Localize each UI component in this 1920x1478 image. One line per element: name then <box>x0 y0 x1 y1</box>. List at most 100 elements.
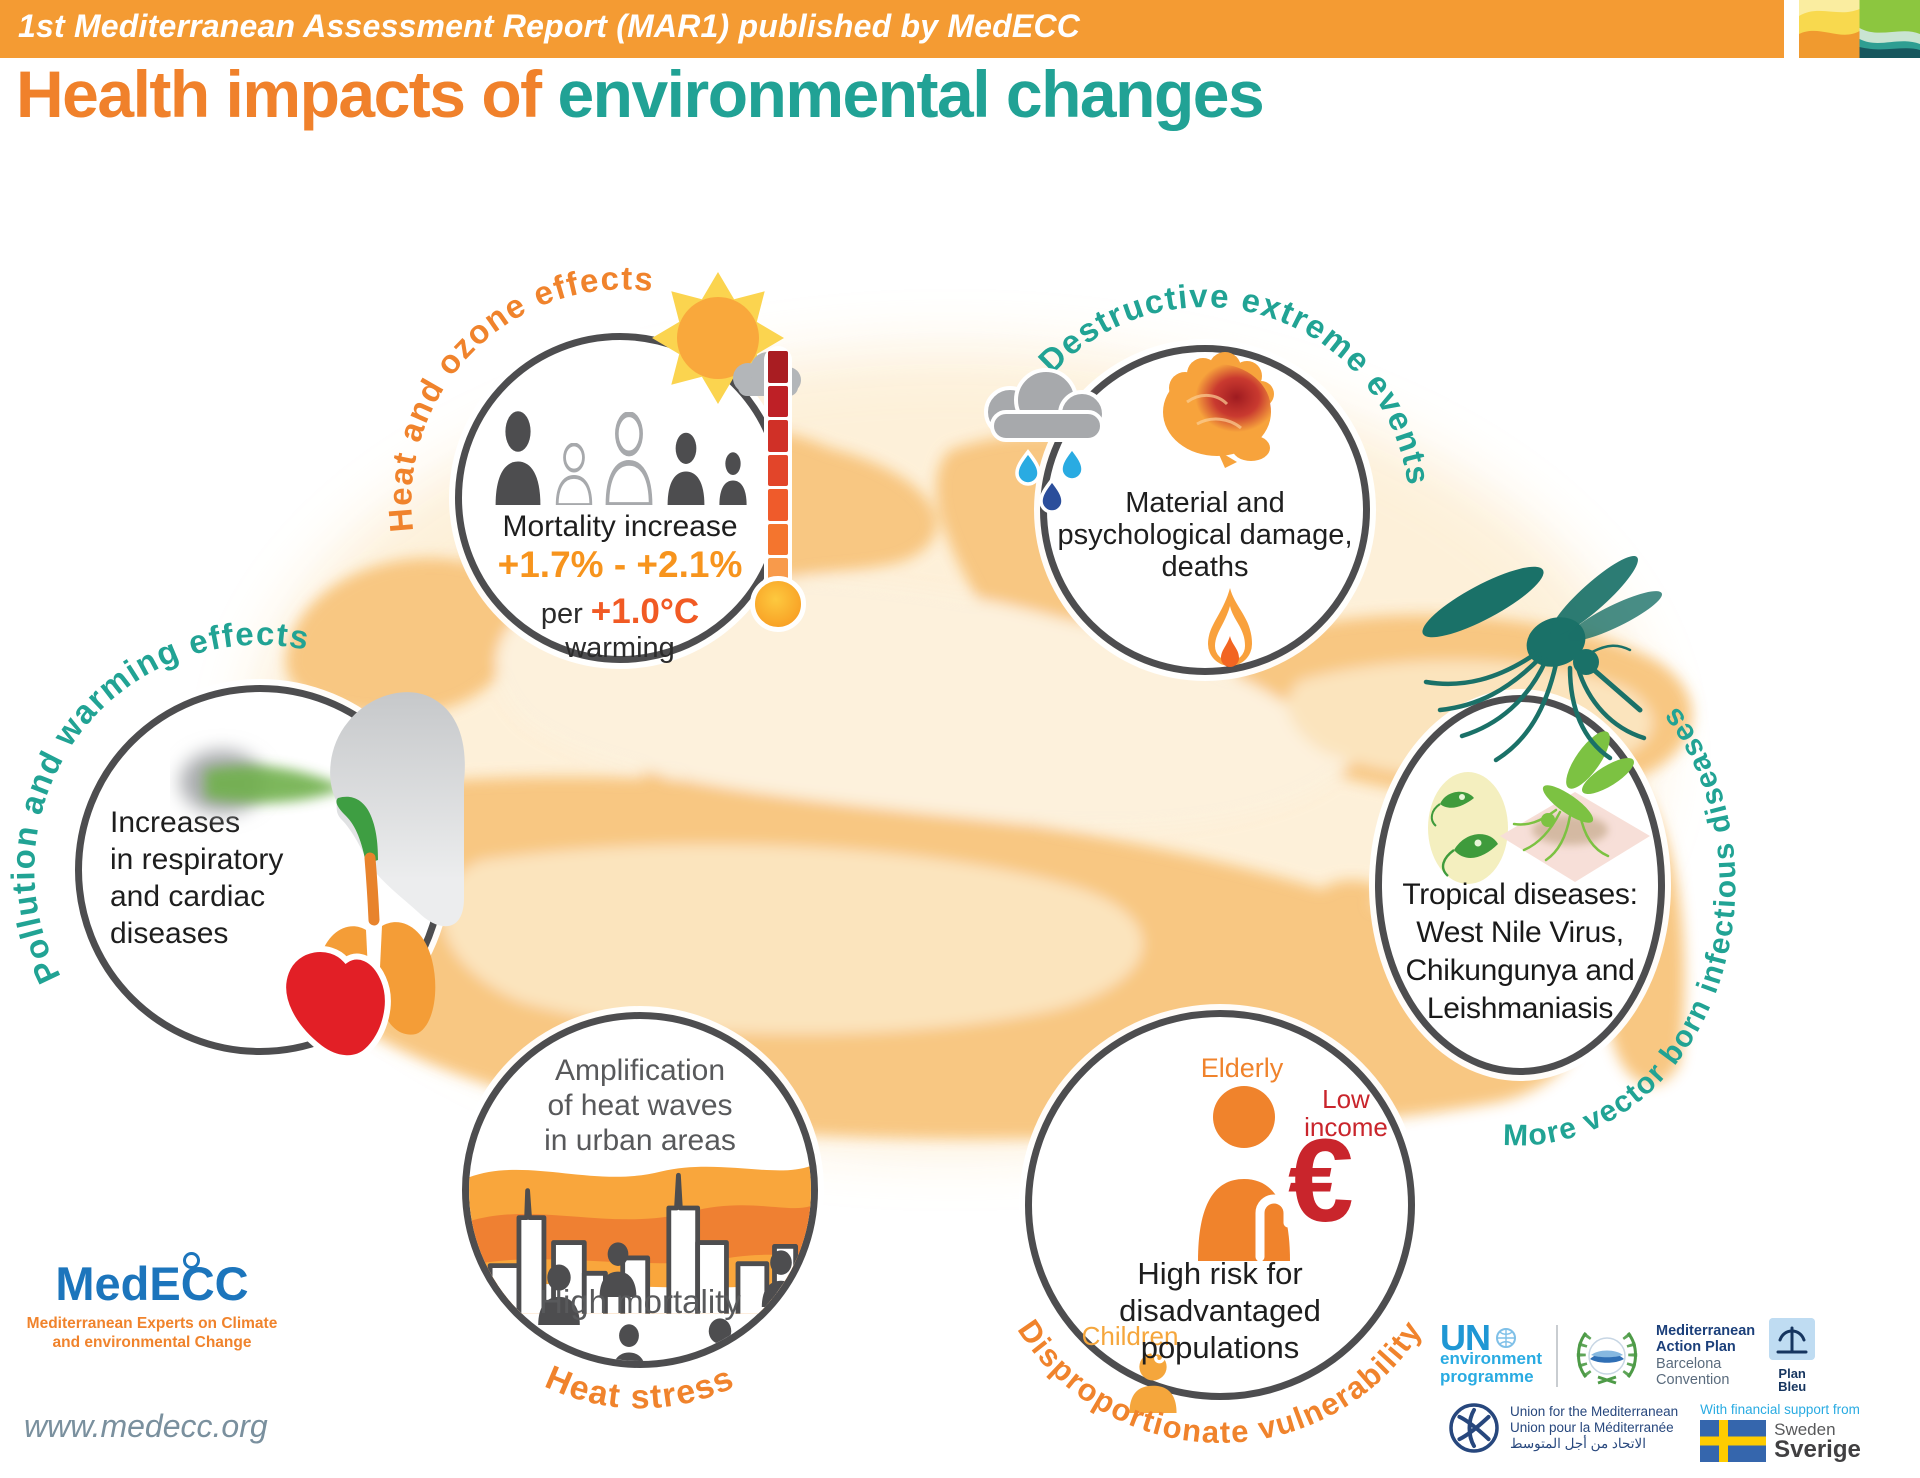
medecc-subtitle-2: and environmental Change <box>52 1334 252 1351</box>
person-dark-icon <box>716 451 750 505</box>
medecc-subtitle-1: Mediterranean Experts on Climate <box>26 1315 278 1332</box>
sweden-support-block: With financial support from Sweden Sveri… <box>1700 1402 1861 1462</box>
parasites-icon <box>1428 772 1508 884</box>
ufm-line-ar: الاتحاد من أجل المتوسط <box>1510 1436 1646 1451</box>
map-wreath-icon <box>1576 1331 1638 1384</box>
person-dark-icon <box>490 409 546 505</box>
medecc-wordmark: MedECC <box>55 1257 249 1310</box>
warming-text: warming <box>565 632 675 664</box>
heatwave-line-3: in urban areas <box>544 1124 736 1157</box>
rain-cloud-icon <box>984 368 1106 514</box>
brain-icon <box>1163 352 1274 468</box>
title-part-2: environmental changes <box>557 57 1264 131</box>
top-banner: 1st Mediterranean Assessment Report (MAR… <box>0 0 1784 58</box>
divider <box>1556 1324 1559 1387</box>
medecc-degree-icon <box>183 1252 200 1269</box>
elderly-label: Elderly <box>1200 1053 1284 1083</box>
thermometer-icon <box>750 346 806 638</box>
tropical-line-1: Tropical diseases: <box>1402 878 1638 911</box>
person-outline-icon <box>602 412 656 505</box>
person-outline-icon <box>553 443 595 505</box>
title-part-1: Health impacts of <box>16 57 558 131</box>
person-dark-icon <box>607 1323 651 1368</box>
map-line-2: Action Plan <box>1656 1339 1736 1355</box>
ufm-line-en: Union for the Mediterranean <box>1510 1404 1679 1419</box>
lungs-heart-breathing-icon <box>180 692 465 1062</box>
risk-line-3: populations <box>1140 1330 1300 1365</box>
plan-bleu-logo: Plan Bleu <box>1769 1318 1816 1394</box>
low-income-line-2: income <box>1304 1112 1388 1142</box>
pollution-line-3: and cardiac <box>110 880 266 913</box>
person-dark-icon <box>695 1317 745 1368</box>
tropical-line-3: Chikungunya and <box>1405 954 1635 987</box>
elderly-icon <box>1198 1086 1293 1261</box>
temp-stat: +1.0°C <box>590 592 700 631</box>
medecc-logo-block: MedECC Mediterranean Experts on Climate … <box>26 1252 278 1352</box>
vector-diseases-bubble: Tropical diseases: West Nile Virus, Chik… <box>1375 695 1665 1075</box>
euro-icon: € <box>1288 1115 1354 1247</box>
per-warming-text: per +1.0°C <box>462 592 778 632</box>
partner-logos-row-2: Union for the Mediterranean Union pour l… <box>1448 1402 1861 1462</box>
planbleu-line-1: Plan <box>1778 1366 1806 1381</box>
ufm-logo: Union for the Mediterranean Union pour l… <box>1448 1402 1678 1454</box>
head-profile <box>330 692 465 927</box>
ufm-line-fr: Union pour la Méditerranée <box>1510 1420 1674 1435</box>
tropical-line-2: West Nile Virus, <box>1416 916 1624 949</box>
map-line-4: Convention <box>1656 1372 1730 1388</box>
un-env-line-2: programme <box>1440 1366 1534 1386</box>
damage-line-3: deaths <box>1161 551 1249 583</box>
child-icon <box>1129 1351 1177 1413</box>
mosquito-icon <box>1422 556 1662 763</box>
vulnerability-bubble: Elderly Children Low income € High risk … <box>1025 1010 1415 1413</box>
throat <box>336 796 378 864</box>
ufm-emblem-icon <box>1449 1403 1499 1453</box>
polluted-air-stream <box>205 765 346 803</box>
heart-icon <box>280 945 391 1062</box>
sweden-name-sv: Sverige <box>1774 1436 1861 1463</box>
report-banner-text: 1st Mediterranean Assessment Report (MAR… <box>18 8 1081 44</box>
pollution-line-2: in respiratory <box>110 843 284 876</box>
pollution-line-4: diseases <box>110 917 229 950</box>
ufm-text: Union for the Mediterranean Union pour l… <box>1510 1404 1678 1452</box>
sweden-name-en: Sweden <box>1774 1420 1836 1439</box>
un-environment-logo: UN environment programme <box>1440 1316 1543 1386</box>
map-line-3: Barcelona <box>1656 1355 1722 1372</box>
low-income-line-1: Low <box>1322 1084 1370 1114</box>
per-text: per <box>540 598 591 630</box>
high-risk-text: High risk for disadvantaged populations <box>1032 1255 1408 1366</box>
page-title: Health impacts of environmental changes <box>16 56 1265 132</box>
un-emblem-icon <box>1496 1327 1516 1348</box>
risk-line-1: High risk for <box>1137 1256 1303 1291</box>
medecc-url-link[interactable]: www.medecc.org <box>24 1408 268 1444</box>
medecc-subtitle: Mediterranean Experts on Climate and env… <box>26 1314 278 1352</box>
respiratory-text: Increases in respiratory and cardiac dis… <box>110 804 283 952</box>
high-mortality-text: High mortality <box>539 1283 741 1320</box>
partner-logos-row-1: UN environment programme <box>1440 1316 1816 1394</box>
heat-stress-bubble: Amplification of heat waves in urban are… <box>462 1012 818 1368</box>
damage-line-2: psychological damage, <box>1057 519 1353 551</box>
un-wordmark: UN <box>1440 1316 1491 1358</box>
heatwave-line-1: Amplification <box>554 1054 726 1087</box>
planbleu-line-2: Bleu <box>1778 1379 1807 1394</box>
plan-bleu-icon <box>1769 1318 1816 1360</box>
fire-icon <box>1208 588 1252 667</box>
heat-ozone-bubble: Mortality increase +1.7% - +2.1% per +1.… <box>455 333 785 664</box>
damage-line-1: Material and <box>1125 487 1285 519</box>
tropical-line-4: Leishmaniasis <box>1426 992 1614 1025</box>
lung-right <box>379 922 436 1035</box>
mortality-stat: +1.7% - +2.1% <box>497 544 743 585</box>
heatwave-line-2: of heat waves <box>547 1089 733 1122</box>
risk-line-2: disadvantaged <box>1119 1293 1321 1328</box>
children-label: Children <box>1081 1321 1179 1351</box>
medec-waves-logo <box>1799 0 1920 58</box>
person-dark-icon <box>663 431 709 505</box>
mediterranean-action-plan-text: Mediterranean Action Plan Barcelona Conv… <box>1656 1323 1755 1389</box>
sweden-flag-icon <box>1700 1420 1767 1462</box>
medecc-logo: MedECC <box>26 1252 278 1311</box>
sandfly-icon <box>1500 731 1650 882</box>
sweden-support-text: With financial support from <box>1700 1402 1860 1417</box>
low-income-label: Low income <box>1280 1085 1412 1141</box>
mortality-increase-text: Mortality increase <box>502 510 738 543</box>
un-env-line-1: environment <box>1440 1348 1543 1368</box>
